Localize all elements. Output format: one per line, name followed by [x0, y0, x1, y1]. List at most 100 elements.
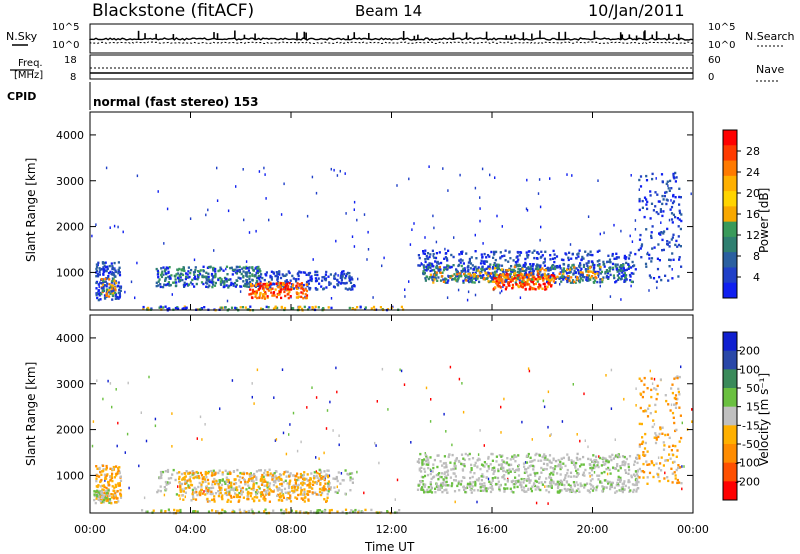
power-point [297, 271, 300, 275]
velocity-point [446, 473, 450, 476]
power-point [249, 305, 252, 308]
power-point [297, 295, 300, 298]
power-point [239, 290, 242, 293]
power-point [621, 271, 624, 274]
power-point [159, 305, 162, 308]
velocity-point [474, 482, 477, 485]
power-point [274, 274, 277, 278]
power-point [108, 283, 111, 286]
power-point [183, 285, 186, 288]
velocity-point [248, 475, 252, 478]
velocity-point [469, 485, 472, 488]
power-point [668, 189, 671, 192]
velocity-point [346, 472, 349, 476]
velocity-point [242, 496, 245, 499]
power-point [219, 280, 222, 283]
velocity-point [108, 498, 112, 501]
power-point [497, 267, 500, 270]
velocity-point [275, 438, 278, 441]
power-point [646, 200, 649, 204]
velocity-point [678, 406, 681, 409]
power-point [587, 279, 590, 282]
velocity-point [454, 475, 457, 478]
power-point [323, 275, 326, 279]
power-point [96, 292, 99, 295]
velocity-point [230, 488, 233, 491]
velocity-point [200, 474, 204, 477]
power-point [305, 283, 308, 286]
velocity-point [491, 468, 494, 471]
velocity-point [248, 473, 251, 476]
power-point [114, 291, 117, 295]
velocity-point [104, 477, 107, 480]
power-point [250, 284, 253, 288]
velocity-point [506, 478, 509, 482]
power-point [251, 288, 254, 292]
power-point [543, 272, 546, 275]
power-point [159, 273, 162, 277]
power-point [444, 281, 447, 284]
power-point [670, 212, 674, 215]
velocity-point [299, 493, 302, 496]
velocity-point [323, 489, 326, 492]
power-point [443, 266, 446, 269]
power-point [515, 274, 518, 277]
velocity-point [513, 483, 516, 486]
power-point [341, 270, 344, 274]
power-point [158, 306, 161, 309]
power-point [424, 258, 427, 261]
power-point [539, 276, 543, 279]
velocity-point [320, 471, 323, 474]
velocity-point [639, 406, 642, 410]
power-point [255, 293, 258, 296]
power-point [560, 275, 563, 279]
velocity-point [454, 467, 457, 470]
velocity-point [648, 463, 651, 466]
velocity-point [268, 493, 271, 496]
velocity-point [670, 387, 673, 390]
power-point [506, 276, 509, 279]
velocity-point [349, 472, 352, 475]
power-point [541, 254, 544, 257]
power-point [569, 243, 572, 246]
power-point [110, 262, 113, 265]
velocity-point [595, 458, 598, 462]
velocity-point [446, 469, 450, 472]
velocity-point [648, 404, 651, 407]
power-point [349, 281, 353, 284]
velocity-point [637, 480, 640, 484]
power-point [561, 270, 565, 273]
power-point [193, 270, 196, 274]
velocity-point [544, 480, 547, 484]
power-point [130, 280, 133, 284]
power-point [364, 306, 367, 309]
power-point [257, 274, 260, 278]
velocity-point [111, 472, 114, 475]
velocity-point [677, 466, 680, 470]
velocity-point [651, 425, 654, 429]
power-point [471, 281, 474, 284]
velocity-point [271, 475, 274, 479]
velocity-point [504, 483, 507, 486]
power-point [638, 178, 641, 182]
power-point [434, 260, 437, 263]
velocity-point [610, 481, 613, 484]
power-point [677, 243, 681, 247]
power-point [628, 254, 631, 257]
velocity-point [336, 491, 339, 494]
velocity-point [192, 497, 195, 501]
power-point [265, 305, 268, 309]
velocity-point [530, 464, 533, 467]
power-point [97, 275, 100, 278]
velocity-point [354, 508, 357, 512]
velocity-point [143, 496, 146, 500]
velocity-point [559, 463, 562, 466]
power-point [98, 273, 101, 276]
velocity-point [633, 474, 637, 478]
velocity-point [167, 508, 170, 511]
velocity-point [108, 501, 111, 504]
colorbar-swatch [723, 462, 737, 482]
velocity-point [583, 474, 586, 477]
power-point [616, 278, 620, 281]
power-point [279, 290, 282, 293]
